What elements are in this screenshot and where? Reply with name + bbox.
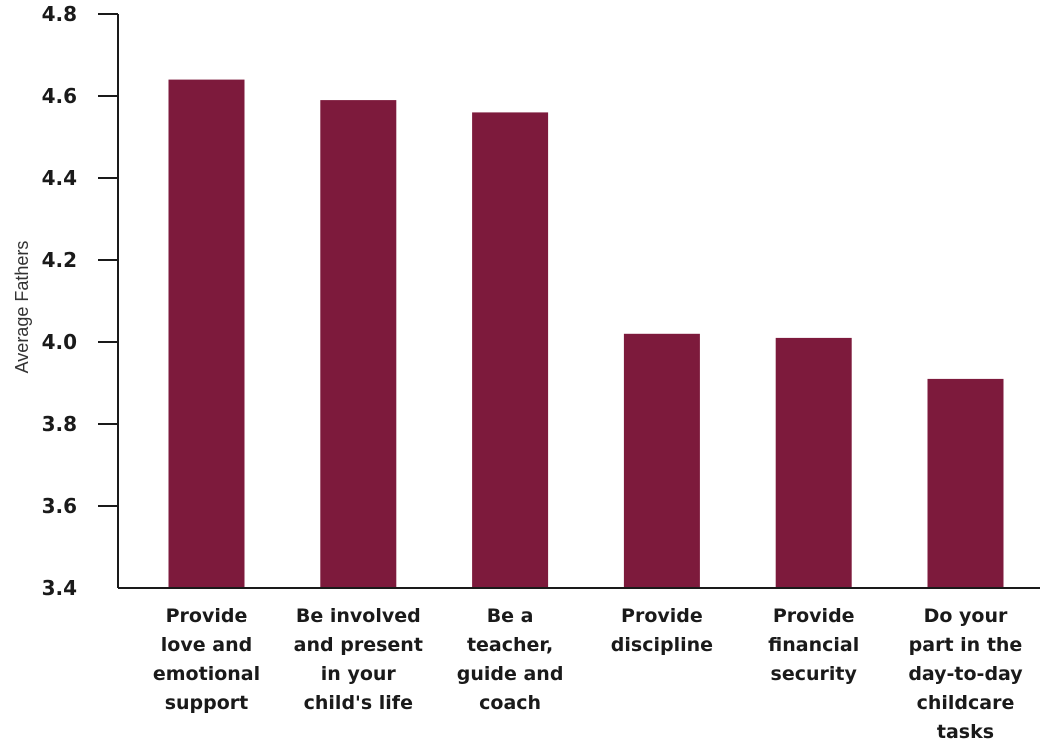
y-tick-label: 3.6 — [42, 494, 77, 518]
x-category-label: Be involved and present in your child's lif… — [294, 605, 423, 714]
x-category-label: Provide love and emotional support — [153, 605, 260, 714]
y-tick-label: 4.0 — [42, 330, 77, 354]
y-tick-label: 4.6 — [42, 84, 77, 108]
bar-6 — [927, 378, 1004, 588]
y-tick-label: 3.4 — [42, 576, 77, 600]
x-category-label: Do your part in the day-to-day childcare tas… — [908, 605, 1023, 743]
bar-4 — [623, 333, 700, 588]
bar-2 — [320, 100, 397, 588]
axes-group — [117, 14, 1040, 589]
x-category-label: Provide discipline — [611, 605, 713, 656]
y-ticks-group: 3.4 3.6 3.8 4.0 4.2 4.4 4.6 4.8 — [42, 2, 118, 600]
bar-5 — [775, 337, 852, 588]
x-labels-group: Provide love and emotional support Be involv… — [153, 605, 1023, 743]
bars-group — [168, 79, 1004, 589]
y-tick-label: 4.8 — [42, 2, 77, 26]
bar-1 — [168, 79, 245, 588]
y-tick-label: 4.2 — [42, 248, 77, 272]
y-axis-title: Average Fathers — [12, 241, 32, 374]
y-tick-label: 4.4 — [42, 166, 77, 190]
x-category-label: Provide financial security — [768, 605, 859, 685]
y-tick-label: 3.8 — [42, 412, 77, 436]
x-category-label: Be a teacher, guide and coach — [457, 605, 564, 714]
bar-3 — [472, 112, 549, 589]
